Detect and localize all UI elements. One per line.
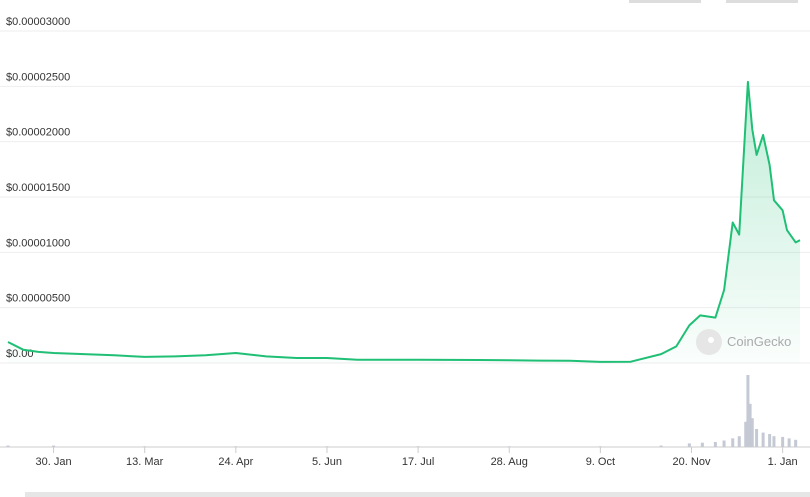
x-tick-label: 30. Jan <box>36 456 72 468</box>
volume-bar <box>781 436 785 447</box>
x-tick-label: 13. Mar <box>126 456 164 468</box>
y-tick-label: $0.00003000 <box>6 16 70 28</box>
volume-bar <box>416 446 420 447</box>
volume-bar <box>52 445 56 447</box>
scrollbar[interactable] <box>25 492 810 497</box>
volume-bar <box>744 421 748 447</box>
volume-bar <box>750 418 754 447</box>
y-tick-label: $0.00000500 <box>6 293 70 305</box>
volume-bar <box>700 442 704 447</box>
y-tick-label: $0.00002500 <box>6 71 70 83</box>
volume-bar <box>722 440 726 447</box>
watermark-logo-eye <box>708 337 714 343</box>
x-tick-label: 20. Nov <box>673 456 711 468</box>
volume-bar <box>768 434 772 447</box>
x-tick-label: 24. Apr <box>218 456 253 468</box>
x-tick-label: 9. Oct <box>586 456 615 468</box>
watermark-text: CoinGecko <box>727 334 791 349</box>
volume-bar <box>659 445 663 447</box>
volume-bar <box>6 445 10 447</box>
volume-bar <box>748 403 752 447</box>
volume-bar <box>325 446 329 447</box>
volume-bar <box>772 436 776 447</box>
volume-bar <box>687 443 691 447</box>
x-tick-label: 5. Jun <box>312 456 342 468</box>
volume-bar <box>746 375 750 447</box>
x-tick-label: 28. Aug <box>491 456 528 468</box>
range-button[interactable] <box>629 0 701 3</box>
y-tick-label: $0.00001500 <box>6 182 70 194</box>
volume-bar <box>234 446 238 447</box>
volume-bar <box>598 446 602 447</box>
volume-bar <box>737 436 741 447</box>
volume-bar <box>761 432 765 447</box>
volume-bar <box>787 438 791 447</box>
watermark: CoinGecko <box>696 329 791 355</box>
price-line <box>7 80 801 363</box>
volume-bar <box>755 429 759 447</box>
x-tick-label: 1. Jan <box>768 456 798 468</box>
volume-bar <box>713 441 717 447</box>
volume-bar <box>794 439 798 447</box>
y-tick-label: $0.00002000 <box>6 127 70 139</box>
y-tick-label: $0.00001000 <box>6 237 70 249</box>
range-button[interactable] <box>726 0 798 3</box>
volume-bar <box>731 438 735 447</box>
x-tick-label: 17. Jul <box>402 456 434 468</box>
price-area <box>8 81 800 364</box>
volume-bar <box>507 446 511 447</box>
volume-bar <box>143 446 147 447</box>
